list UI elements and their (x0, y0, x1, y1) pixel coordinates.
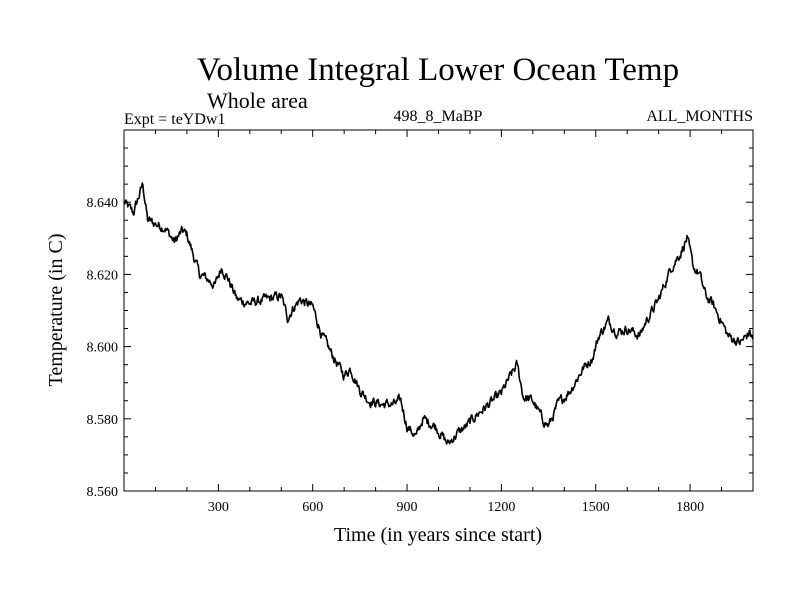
x-tick-label: 1200 (487, 500, 515, 515)
y-axis-label: Temperature (in C) (45, 234, 67, 387)
x-tick-label: 1500 (582, 500, 610, 515)
months-label: ALL_MONTHS (646, 108, 753, 125)
y-tick-label: 8.620 (87, 268, 119, 283)
experiment-label: Expt = teYDw1 (124, 111, 225, 128)
y-tick-label: 8.600 (87, 341, 119, 356)
x-tick-label: 600 (302, 500, 323, 515)
chart-subtitle: Whole area (207, 88, 308, 113)
y-tick-label: 8.580 (87, 413, 119, 428)
x-tick-label: 300 (208, 500, 229, 515)
period-label: 498_8_MaBP (394, 108, 483, 125)
temperature-series-line (123, 182, 754, 445)
axis-ticks (123, 129, 754, 492)
x-tick-label: 1800 (676, 500, 704, 515)
x-tick-label: 900 (397, 500, 418, 515)
x-axis-label: Time (in years since start) (334, 524, 542, 546)
y-tick-label: 8.560 (87, 485, 119, 500)
chart-title: Volume Integral Lower Ocean Temp (197, 52, 679, 88)
axis-tick-labels: 8.560 8.580 8.600 8.620 8.640 300 600 900 1200 15… (87, 196, 705, 515)
y-tick-label: 8.640 (87, 196, 119, 211)
